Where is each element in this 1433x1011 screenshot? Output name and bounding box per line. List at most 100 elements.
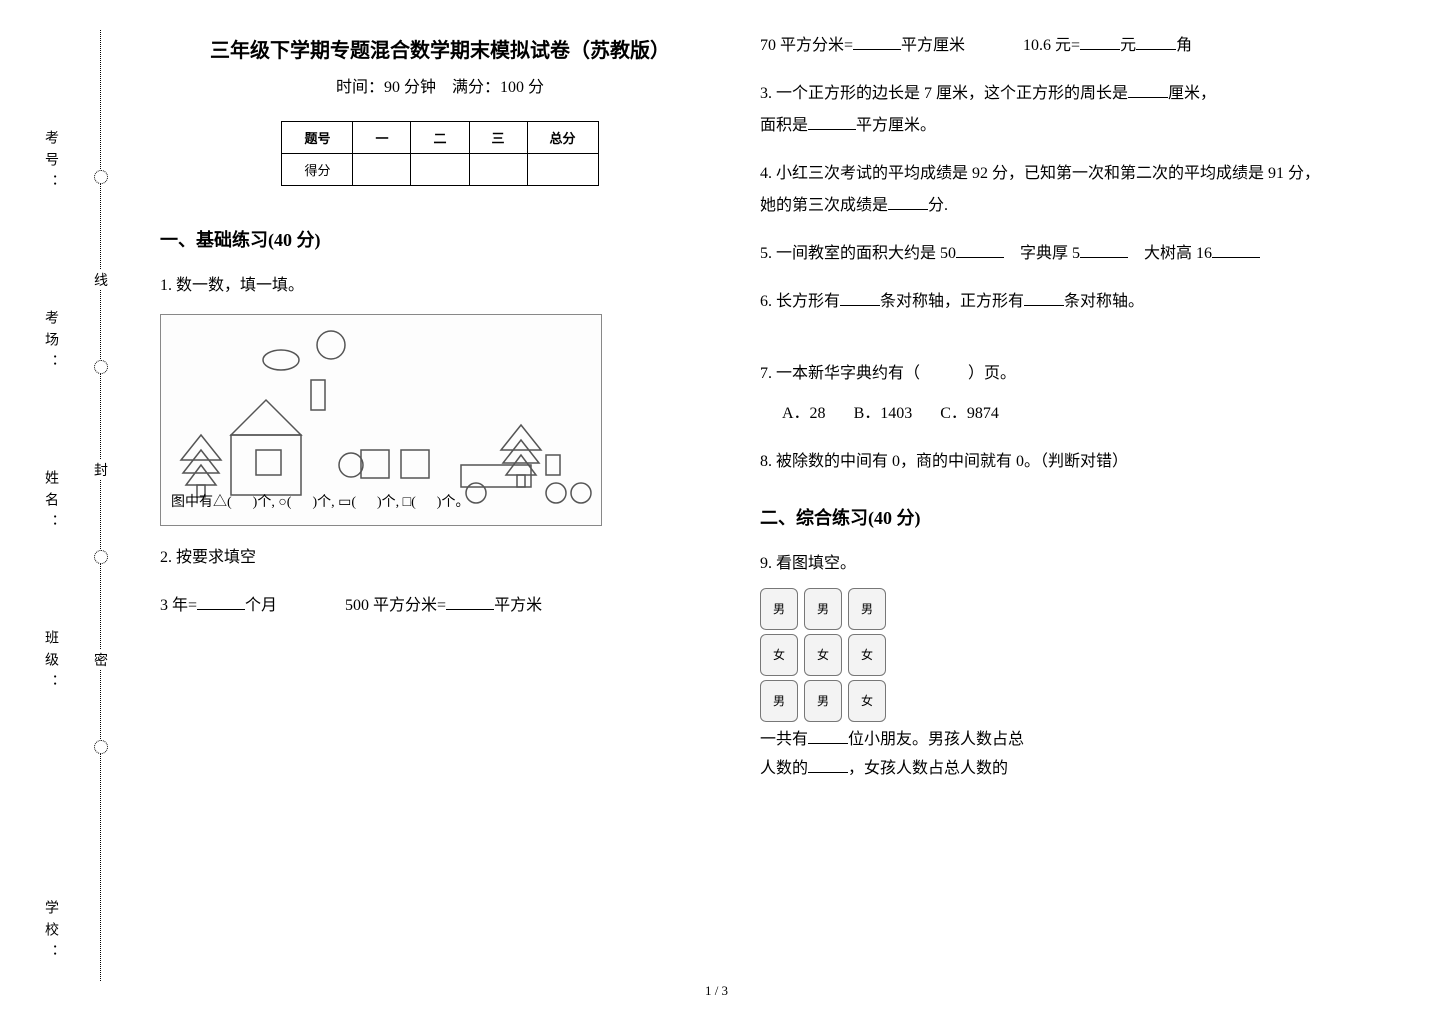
blank [446, 593, 494, 610]
question-number: 1. [160, 277, 176, 294]
binding-label-examno: 考号： [40, 130, 60, 196]
question-1: 1. 数一数，填一填。 [160, 270, 720, 526]
blank [853, 33, 901, 50]
question-8: 8. 被除数的中间有 0，商的中间就有 0。（判断对错） [760, 446, 1320, 478]
blank [1080, 33, 1120, 50]
q1-caption: 图中有△( )个, ○( )个, ▭( )个, □( )个。 [171, 489, 469, 517]
binding-circle [94, 550, 108, 564]
blank [1024, 289, 1064, 306]
question-text: 条对称轴，正方形有 [880, 293, 1024, 310]
q9-text: 人数的 [760, 760, 808, 777]
kid-boy-icon: 男 [804, 588, 842, 630]
q2-text: 70 平方分米= [760, 37, 853, 54]
score-header: 三 [469, 122, 527, 154]
blank [197, 593, 245, 610]
kid-girl-icon: 女 [848, 680, 886, 722]
question-2: 2. 按要求填空 [160, 542, 720, 574]
exam-title: 三年级下学期专题混合数学期末模拟试卷（苏教版） [160, 34, 720, 63]
binding-circle [94, 360, 108, 374]
score-cell [353, 154, 411, 186]
question-5: 5. 一间教室的面积大约是 50 字典厚 5 大树高 16 [760, 238, 1320, 270]
exam-subtitle: 时间：90 分钟 满分：100 分 [160, 73, 720, 97]
question-text: 一本新华字典约有（ ）页。 [776, 365, 1016, 382]
column-left: 三年级下学期专题混合数学期末模拟试卷（苏教版） 时间：90 分钟 满分：100 … [160, 30, 720, 638]
q7-option-c: C．9874 [940, 398, 999, 430]
question-text: 一间教室的面积大约是 50 [776, 245, 956, 262]
blank [888, 193, 928, 210]
question-2-line2: 70 平方分米= 平方厘米 10.6 元= 元 角 [760, 30, 1320, 62]
question-number: 6. [760, 293, 776, 310]
q9-kids-grid: 男 男 男 女 女 女 男 男 女 [760, 588, 1320, 722]
q9-text: 位小朋友。男孩人数占总 [848, 731, 1024, 748]
q2-text: 平方厘米 [901, 37, 965, 54]
table-row: 得分 [282, 154, 598, 186]
q2-text: 平方米 [494, 597, 542, 614]
kid-boy-icon: 男 [804, 680, 842, 722]
score-header: 二 [411, 122, 469, 154]
section-2-heading: 二、综合练习(40 分) [760, 504, 1320, 530]
score-cell [469, 154, 527, 186]
binding-char: 封 [94, 460, 108, 480]
kid-girl-icon: 女 [848, 634, 886, 676]
question-number: 8. [760, 453, 776, 470]
question-text: 按要求填空 [176, 549, 256, 566]
question-text: 看图填空。 [776, 555, 856, 572]
blank [1080, 241, 1128, 258]
question-number: 4. [760, 165, 776, 182]
question-number: 3. [760, 85, 776, 102]
q2-text: 元 [1120, 37, 1136, 54]
q1-caption-b: ○( )个, [278, 495, 334, 510]
score-header: 一 [353, 122, 411, 154]
binding-label-class: 班级： [40, 630, 60, 696]
question-text: 大树高 16 [1128, 245, 1212, 262]
kid-girl-icon: 女 [804, 634, 842, 676]
q2-text: 500 平方分米= [345, 597, 446, 614]
score-cell: 得分 [282, 154, 353, 186]
question-4: 4. 小红三次考试的平均成绩是 92 分，已知第一次和第二次的平均成绩是 91 … [760, 158, 1320, 222]
binding-char: 密 [94, 650, 108, 670]
kid-row: 男 男 女 [760, 680, 1320, 722]
question-text: 平方厘米。 [856, 117, 936, 134]
question-6: 6. 长方形有 条对称轴，正方形有 条对称轴。 [760, 286, 1320, 318]
question-9: 9. 看图填空。 男 男 男 女 女 女 男 男 女 [760, 548, 1320, 784]
q1-caption-d: □( )个。 [403, 495, 470, 510]
question-number: 7. [760, 365, 776, 382]
q9-text: ，女孩人数占总人数的 [848, 760, 1008, 777]
q1-caption-a: 图中有△( )个, [171, 495, 275, 510]
question-3: 3. 一个正方形的边长是 7 厘米，这个正方形的周长是厘米， 面积是平方厘米。 [760, 78, 1320, 142]
question-2-line1: 3 年=个月 500 平方分米=平方米 [160, 590, 720, 622]
question-text: 面积是 [760, 117, 808, 134]
q2-text: 3 年= [160, 597, 197, 614]
column-right: 70 平方分米=平方厘米 10.6 元=元角 3. 一个正方形的边长是 7 厘米… [760, 30, 1320, 800]
kid-boy-icon: 男 [760, 680, 798, 722]
q9-text: 一共有 [760, 731, 808, 748]
blank [1136, 33, 1176, 50]
q1-figure: 图中有△( )个, ○( )个, ▭( )个, □( )个。 [160, 314, 602, 526]
question-text: 字典厚 5 [1004, 245, 1080, 262]
kid-boy-icon: 男 [760, 588, 798, 630]
binding-label-name: 姓名： [40, 470, 60, 536]
question-text: 厘米， [1168, 85, 1216, 102]
kid-row: 女 女 女 [760, 634, 1320, 676]
score-cell [527, 154, 598, 186]
score-table: 题号 一 二 三 总分 得分 [281, 121, 598, 186]
q2-text: 10.6 元= [1023, 37, 1080, 54]
question-text: 条对称轴。 [1064, 293, 1144, 310]
binding-label-school: 学校： [40, 900, 60, 966]
binding-circle [94, 170, 108, 184]
q1-caption-c: ▭( )个, [338, 495, 399, 510]
binding-label-room: 考场： [40, 310, 60, 376]
table-row: 题号 一 二 三 总分 [282, 122, 598, 154]
q7-option-b: B．1403 [854, 398, 913, 430]
q2-text: 角 [1176, 37, 1192, 54]
kid-girl-icon: 女 [760, 634, 798, 676]
question-text: 数一数，填一填。 [176, 277, 304, 294]
score-header: 题号 [282, 122, 353, 154]
binding-char: 线 [94, 270, 108, 290]
blank [1212, 241, 1260, 258]
blank [808, 113, 856, 130]
q7-option-a: A．28 [782, 398, 826, 430]
blank [956, 241, 1004, 258]
kid-boy-icon: 男 [848, 588, 886, 630]
question-text: 长方形有 [776, 293, 840, 310]
